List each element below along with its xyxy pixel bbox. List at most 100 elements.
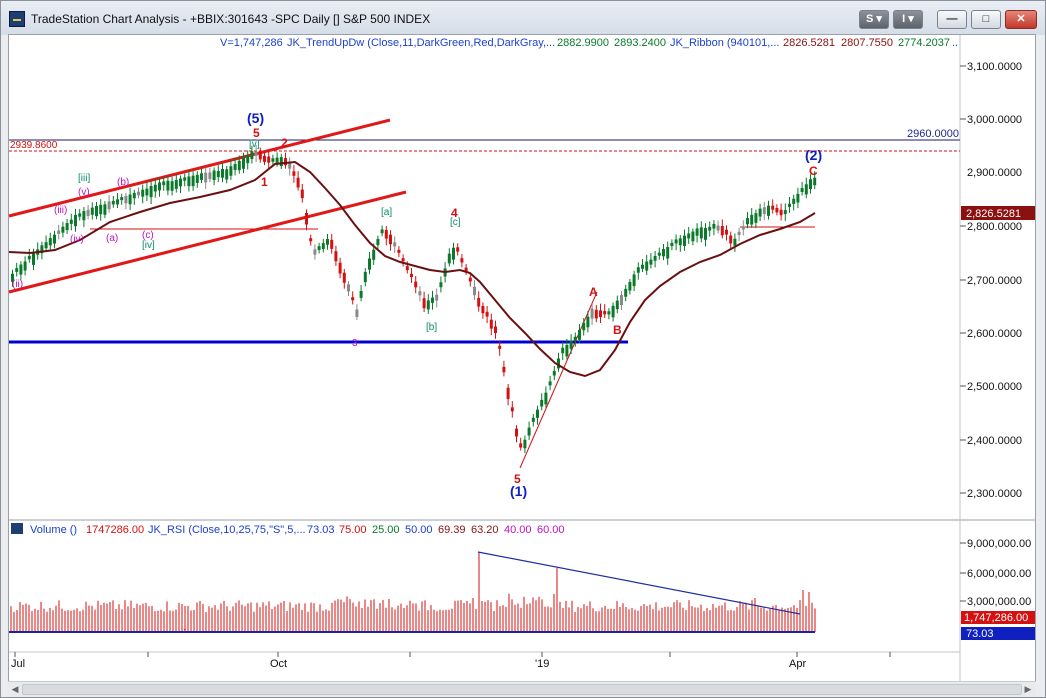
candle-body (40, 245, 44, 254)
candle-body (263, 155, 266, 162)
candle-body (11, 273, 14, 282)
candle-body (57, 230, 61, 234)
header-more: .. (952, 37, 958, 49)
price-axis-label: 3,100.0000 (967, 61, 1022, 73)
candle-body (611, 305, 615, 318)
candle-body (582, 322, 586, 331)
candle-body (641, 264, 644, 269)
price-axis-label: 2,400.0000 (967, 435, 1022, 447)
candle-body (61, 226, 65, 233)
candle-body (426, 300, 430, 310)
candle-body (678, 238, 682, 246)
candle-body (347, 284, 350, 292)
wave-label-b-bracket: [b] (426, 322, 437, 333)
scroll-right-icon[interactable]: ▶ (1024, 684, 1032, 694)
rsi-value-5: 69.39 (438, 524, 466, 536)
volume-axis-label: 9,000,000.00 (967, 538, 1031, 550)
chart-area[interactable] (8, 34, 1036, 682)
candle-body (183, 177, 187, 181)
price-axis-label: 2,700.0000 (967, 275, 1022, 287)
candle-body (258, 152, 262, 160)
candle-body (603, 311, 607, 315)
down-arrow-icon: ↓ (182, 621, 188, 633)
candle-body (229, 166, 233, 176)
volume-axis-label: 6,000,000.00 (967, 568, 1031, 580)
candle-body (796, 193, 800, 203)
candle-body (330, 239, 334, 249)
minimize-button[interactable]: — (937, 10, 967, 29)
last-price-value: 2,826.5281 (966, 208, 1021, 220)
lower-channel-line (8, 190, 407, 294)
price-axis-label: 2,300.0000 (967, 488, 1022, 500)
scroll-left-icon[interactable]: ◀ (11, 684, 19, 694)
candle-body (321, 243, 325, 250)
candle-body (19, 264, 23, 275)
volume-axis-label: 3,000,000.00 (967, 596, 1031, 608)
candle-body (187, 176, 191, 187)
candle-body (712, 223, 716, 229)
ribbon-indicator-name: JK_Ribbon (940101,... (670, 37, 779, 49)
wave-label-b-small: (b) (117, 177, 129, 188)
candle-body (179, 178, 182, 187)
candle-body (594, 309, 598, 319)
maximize-button[interactable]: □ (971, 10, 1001, 29)
horizontal-scrollbar[interactable]: ◀ ▶ (8, 681, 1036, 696)
wave-label-1-major: (1) (510, 483, 527, 499)
candle-body (376, 239, 380, 246)
candle-body (691, 231, 695, 242)
wave-label-ii-left: (ii) (12, 279, 23, 290)
candle-body (153, 184, 157, 192)
candle-body (536, 409, 539, 418)
candle-body (649, 259, 653, 265)
candle-body (111, 200, 115, 205)
trend-indicator-name: JK_TrendUpDw (Close,11,DarkGreen,Red,Dar… (287, 37, 555, 49)
candle-body (221, 169, 224, 178)
wave-label-c-bracket: [c] (450, 217, 461, 228)
level-label-2939: 2939.8600 (10, 140, 58, 151)
wave-label-C: C (809, 164, 818, 178)
candle-body (208, 172, 212, 180)
candle-body (519, 443, 523, 448)
candle-body (326, 238, 329, 245)
candle-body (716, 225, 720, 231)
candle-body (384, 229, 388, 239)
candle-body (750, 214, 754, 225)
candle-body (246, 155, 250, 164)
time-axis-label: '19 (535, 658, 549, 670)
candle-body (645, 261, 649, 271)
scrollbar-thumb[interactable] (22, 684, 1022, 695)
candle-body (477, 297, 481, 307)
upper-channel-line (8, 118, 391, 218)
candle-body (725, 229, 728, 235)
candle-body (65, 223, 69, 231)
candle-body (548, 381, 552, 386)
s-menu-button[interactable]: S ▾ (859, 10, 889, 29)
volume-last-value: 1,747,286.00 (964, 612, 1028, 624)
candle-body (775, 208, 779, 213)
i-menu-button[interactable]: I ▾ (893, 10, 923, 29)
wave-label-5-major: (5) (247, 110, 264, 126)
candle-body (158, 182, 161, 191)
candle-body (380, 229, 384, 234)
candle-body (242, 157, 245, 169)
close-button[interactable]: ✕ (1005, 10, 1037, 29)
candle-body (410, 273, 413, 278)
candle-body (754, 213, 758, 223)
candle-body (389, 234, 392, 245)
candle-body (53, 234, 56, 244)
rsi-value-4: 50.00 (405, 524, 433, 536)
candle-body (502, 366, 506, 373)
candle-body (107, 201, 111, 210)
candle-body (489, 319, 493, 329)
price-axis-label: 2,800.0000 (967, 221, 1022, 233)
candle-body (729, 235, 733, 244)
candle-body (599, 310, 602, 318)
candle-body (90, 207, 94, 215)
candle-body (468, 277, 472, 282)
candle-body (628, 282, 632, 291)
candle-body (494, 326, 497, 334)
rsi-value-2: 75.00 (339, 524, 367, 536)
candle-body (137, 191, 140, 196)
candle-body (779, 209, 783, 216)
